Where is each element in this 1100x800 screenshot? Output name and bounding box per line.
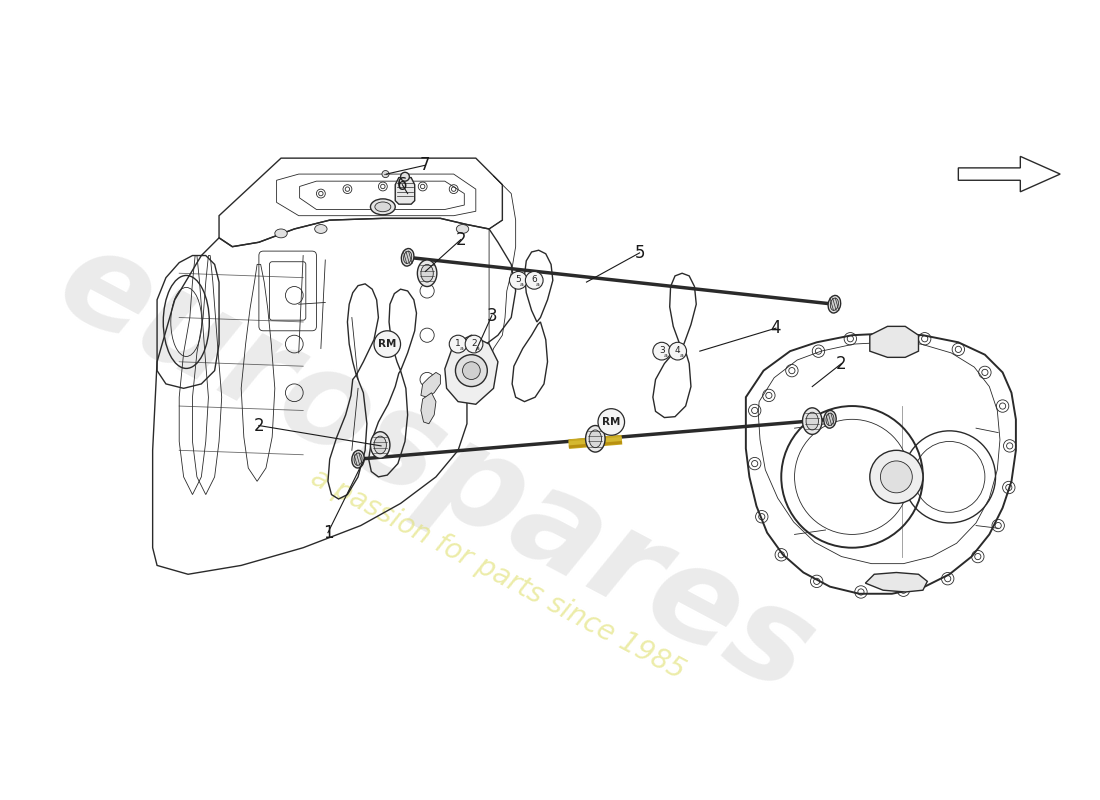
Circle shape [880,461,912,493]
Ellipse shape [828,295,840,313]
Ellipse shape [421,264,433,282]
Text: 2: 2 [455,230,466,249]
Text: 2: 2 [471,338,476,348]
Polygon shape [421,393,436,424]
Ellipse shape [371,432,389,458]
Text: 6: 6 [397,176,408,194]
Text: 3: 3 [659,346,664,354]
Text: 1: 1 [322,524,333,542]
Ellipse shape [806,412,818,430]
Text: 7: 7 [420,156,430,174]
Ellipse shape [830,298,838,310]
Ellipse shape [315,225,327,234]
Circle shape [465,335,483,353]
Circle shape [374,330,400,358]
Ellipse shape [824,410,836,428]
Ellipse shape [275,229,287,238]
Text: 4: 4 [771,319,781,337]
Ellipse shape [402,249,414,266]
Ellipse shape [803,408,822,434]
Text: a: a [460,346,463,351]
Polygon shape [395,178,415,204]
Text: a: a [536,282,540,287]
Ellipse shape [590,430,602,448]
Polygon shape [444,335,498,404]
Text: 2: 2 [254,417,264,434]
Ellipse shape [352,450,364,468]
Text: 6: 6 [531,275,537,284]
Text: 1: 1 [455,338,461,348]
Text: 5: 5 [635,244,645,262]
Ellipse shape [456,225,469,234]
Text: eurospares: eurospares [37,216,834,720]
Text: a: a [680,353,683,358]
Ellipse shape [371,199,395,215]
Text: a: a [475,346,480,351]
Text: 5: 5 [516,275,521,284]
Ellipse shape [826,413,834,426]
Text: RM: RM [378,339,396,349]
Polygon shape [421,373,440,397]
Circle shape [526,271,543,289]
Circle shape [455,354,487,386]
Ellipse shape [417,260,437,286]
Circle shape [462,362,481,379]
Circle shape [669,342,686,360]
Text: a passion for parts since 1985: a passion for parts since 1985 [306,463,690,685]
Ellipse shape [354,453,362,466]
Circle shape [509,271,527,289]
Text: a: a [520,282,524,287]
Circle shape [870,450,923,503]
Circle shape [400,172,409,181]
Circle shape [449,335,468,353]
Circle shape [653,342,671,360]
Text: 2: 2 [836,354,847,373]
Circle shape [382,170,389,178]
Ellipse shape [375,202,390,212]
Text: 3: 3 [486,306,497,325]
Text: a: a [663,353,668,358]
Polygon shape [870,326,918,358]
Ellipse shape [585,426,605,452]
Text: 4: 4 [675,346,681,354]
Ellipse shape [374,436,386,454]
Circle shape [598,409,625,435]
Ellipse shape [404,251,411,263]
Polygon shape [866,573,927,592]
Text: RM: RM [602,417,620,427]
